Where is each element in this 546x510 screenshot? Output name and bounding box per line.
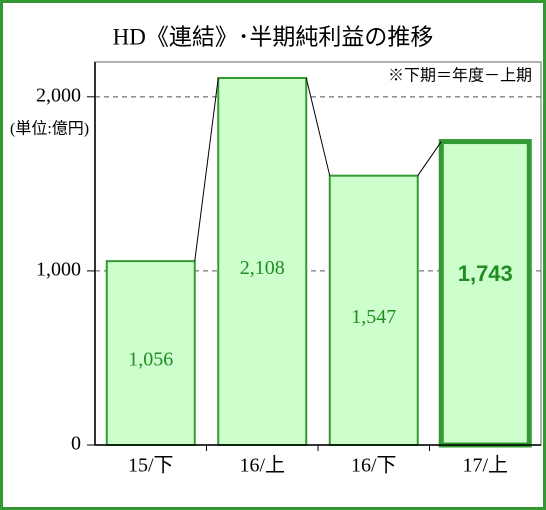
value-label: 1,056 xyxy=(128,349,173,371)
value-label: 1,547 xyxy=(351,306,396,328)
connector xyxy=(305,77,331,176)
unit-label: (単位:億円) xyxy=(10,120,89,138)
y-tick-label: 2,000 xyxy=(36,84,81,106)
x-tick-label: 15/下 xyxy=(128,455,174,477)
bar xyxy=(217,77,308,447)
value-label: 2,108 xyxy=(240,257,285,279)
x-tick-label: 16/上 xyxy=(239,454,285,477)
value-label: 1,743 xyxy=(458,261,513,286)
y-tick-label: 1,000 xyxy=(36,259,81,281)
x-tick-label: 17/上 xyxy=(462,454,508,477)
note: ※下期＝年度－上期 xyxy=(388,67,532,85)
bars: 1,056 2,108 1,547 1,743 xyxy=(105,77,532,448)
chart-title: HD《連結》･半期純利益の推移 xyxy=(113,24,434,49)
x-tick-label: 16/下 xyxy=(351,455,397,477)
connector xyxy=(194,77,219,262)
y-tick-label: 0 xyxy=(71,433,81,455)
bar xyxy=(328,174,419,446)
connector xyxy=(417,141,442,176)
bar xyxy=(438,139,532,448)
